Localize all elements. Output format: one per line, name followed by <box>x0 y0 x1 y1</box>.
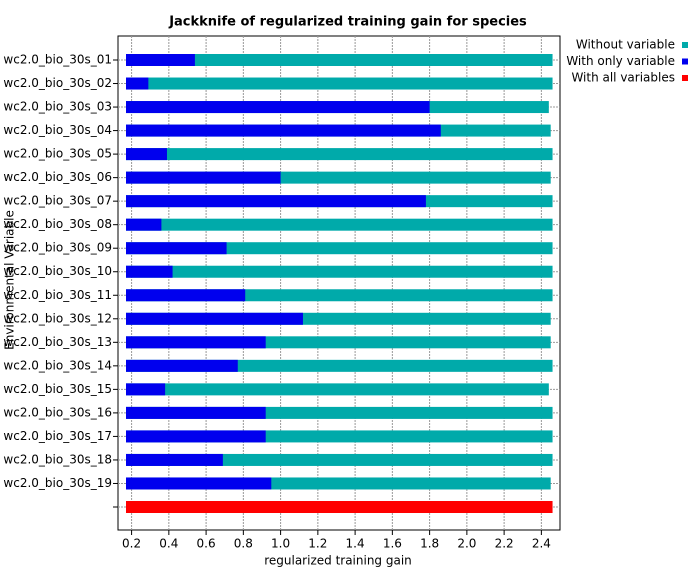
y-tick-label: wc2.0_bio_30s_01 <box>3 53 112 67</box>
legend-swatch <box>682 42 688 48</box>
y-tick-label: wc2.0_bio_30s_05 <box>3 147 112 161</box>
bar <box>126 77 553 90</box>
legend-swatch <box>682 75 688 81</box>
bar <box>126 218 553 231</box>
x-tick-label: 0.4 <box>159 537 178 551</box>
plot-frame <box>117 35 561 531</box>
y-tick-label: wc2.0_bio_30s_17 <box>3 429 112 443</box>
y-tick-label: wc2.0_bio_30s_06 <box>3 170 112 184</box>
bar <box>126 453 223 466</box>
x-tick-label: 0.8 <box>234 537 253 551</box>
bar <box>126 265 173 278</box>
y-tick-label: wc2.0_bio_30s_12 <box>3 311 112 325</box>
bar <box>126 77 149 90</box>
x-tick-label: 1.4 <box>346 537 365 551</box>
x-tick-label: 2.0 <box>457 537 476 551</box>
bar <box>126 148 553 161</box>
bar <box>126 195 426 208</box>
y-tick-label: wc2.0_bio_30s_07 <box>3 194 112 208</box>
y-tick-label: wc2.0_bio_30s_19 <box>3 476 112 490</box>
bar <box>126 501 553 513</box>
bar <box>126 54 553 66</box>
bar <box>126 336 266 349</box>
bar <box>126 148 167 161</box>
x-tick-label: 1.2 <box>308 537 327 551</box>
y-tick-label: wc2.0_bio_30s_14 <box>3 358 112 372</box>
bar <box>126 383 166 396</box>
bar <box>126 242 553 255</box>
legend-label: With all variables <box>571 71 675 85</box>
bar <box>126 218 162 231</box>
bar <box>126 477 272 490</box>
bar <box>126 383 549 396</box>
bar <box>126 54 195 66</box>
y-tick-label: wc2.0_bio_30s_02 <box>3 76 112 90</box>
legend-label: Without variable <box>576 38 675 52</box>
bar <box>126 289 246 302</box>
x-tick-label: 0.2 <box>122 537 141 551</box>
x-tick-label: 1.0 <box>271 537 290 551</box>
bar <box>126 265 553 278</box>
bar <box>126 406 266 419</box>
legend-swatch <box>682 58 688 65</box>
x-axis-label: regularized training gain <box>264 554 412 568</box>
y-tick-label: wc2.0_bio_30s_09 <box>3 241 112 255</box>
bar <box>126 430 266 443</box>
y-tick-label: wc2.0_bio_30s_03 <box>3 100 112 114</box>
legend-label: With only variable <box>566 54 675 68</box>
y-tick-label: wc2.0_bio_30s_11 <box>3 288 112 302</box>
y-tick-label: wc2.0_bio_30s_10 <box>3 264 112 278</box>
x-tick-label: 1.6 <box>383 537 402 551</box>
y-tick-label: wc2.0_bio_30s_18 <box>3 452 112 466</box>
bar <box>126 124 441 137</box>
bar <box>126 359 238 372</box>
x-tick-label: 2.4 <box>532 537 551 551</box>
y-tick-label: wc2.0_bio_30s_13 <box>3 335 112 349</box>
chart-title: Jackknife of regularized training gain f… <box>168 15 527 30</box>
y-tick-label: wc2.0_bio_30s_08 <box>3 217 112 231</box>
y-tick-label: wc2.0_bio_30s_04 <box>3 123 112 137</box>
bar <box>126 171 281 184</box>
bar <box>126 312 303 325</box>
bar <box>126 453 553 466</box>
x-tick-label: 2.2 <box>495 537 514 551</box>
bar <box>126 101 430 114</box>
y-axis-label: Environmental Variable <box>3 210 17 350</box>
bar <box>126 242 227 255</box>
x-tick-label: 1.8 <box>420 537 439 551</box>
x-tick-label: 0.6 <box>197 537 216 551</box>
y-tick-label: wc2.0_bio_30s_15 <box>3 382 112 396</box>
y-tick-label: wc2.0_bio_30s_16 <box>3 405 112 419</box>
